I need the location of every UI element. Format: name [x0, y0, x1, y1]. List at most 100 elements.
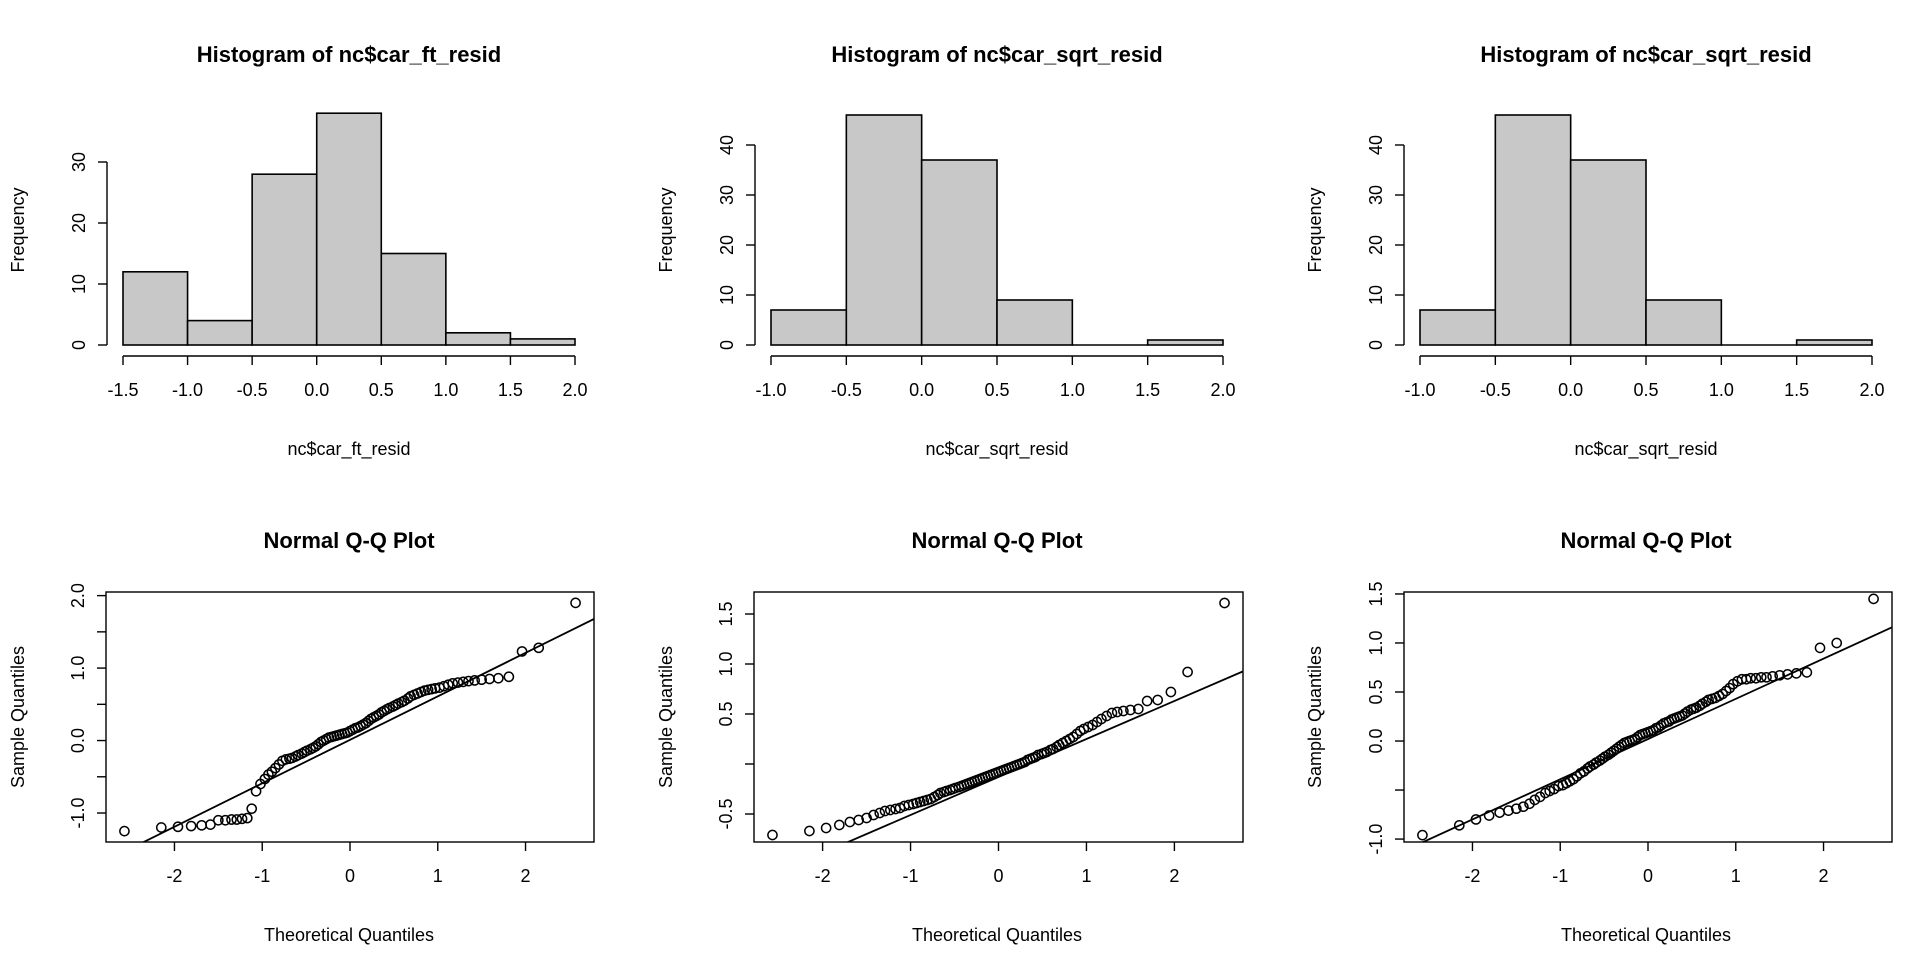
y-axis-label: Sample Quantiles	[8, 646, 28, 788]
y-tick-label: 1.0	[716, 651, 736, 676]
qq-point	[155, 822, 167, 833]
y-tick-label: 0.0	[1366, 729, 1386, 754]
x-tick-label: -2	[1464, 866, 1480, 886]
qq-point	[767, 829, 778, 841]
x-tick-label: 2.0	[1210, 380, 1235, 400]
qq-point	[1106, 707, 1118, 719]
y-tick-label: 30	[717, 185, 737, 205]
qq-plot-sqrt-resid-panel: Normal Q-Q Plot -2 -1 0 1 2 -0.5 0.5 1.0 1.5 The…	[656, 528, 1244, 945]
qq-point	[402, 693, 414, 704]
plot-area: -1.0 -0.5 0.0 0.5 1.0 1.5 2.0 0 10 20 30 40	[717, 114, 1236, 400]
qq-point	[1096, 713, 1107, 725]
histogram-bar	[122, 270, 189, 346]
qq-point	[241, 812, 253, 824]
y-axis-label: Frequency	[656, 187, 676, 272]
x-tick-label: 1	[433, 866, 443, 886]
qq-point	[1165, 686, 1177, 698]
qq-point	[1067, 731, 1079, 743]
qq-point	[266, 766, 278, 778]
qq-point	[503, 671, 515, 683]
plot-area: -2 -1 0 1 2 -1.0 0.0 0.5 1.0 1.5	[1366, 581, 1893, 886]
qq-point	[220, 814, 231, 826]
qq-point	[469, 675, 480, 686]
x-tick-label: 0.0	[909, 380, 934, 400]
qq-point	[804, 825, 815, 837]
qq-point	[1745, 672, 1757, 684]
qq-point	[1801, 667, 1813, 678]
qq-point	[1529, 794, 1541, 806]
qq-point	[172, 821, 184, 833]
y-tick-label: 1.5	[1366, 581, 1386, 606]
qq-point	[1182, 666, 1193, 678]
qq-point	[442, 679, 454, 691]
x-axis-label: Theoretical Quantiles	[264, 925, 434, 945]
panel-title: Normal Q-Q Plot	[1560, 528, 1732, 553]
y-tick-label: 10	[1366, 285, 1386, 305]
qq-point	[273, 759, 285, 770]
x-axis-label: Theoretical Quantiles	[912, 925, 1082, 945]
qq-point	[236, 813, 248, 825]
qq-plot-sqrt-resid-panel-2: Normal Q-Q Plot -2 -1 0 1 2-1.00.00.51.01.5 …	[1305, 528, 1893, 945]
x-tick-label: 1.0	[1060, 380, 1085, 400]
qq-point	[1152, 694, 1164, 706]
histogram-bar	[1494, 114, 1572, 346]
qq-point	[903, 799, 915, 811]
x-tick-label: -1	[903, 866, 919, 886]
y-axis-label: Frequency	[8, 187, 28, 272]
x-tick-label: -1.0	[1404, 380, 1435, 400]
qq-point	[1219, 597, 1230, 609]
qq-point	[1717, 688, 1728, 700]
histogram-sqrt-resid-panel-2: Histogram of nc$car_sqrt_resid -1.0 -0.5 0…	[1305, 42, 1885, 460]
qq-point	[463, 675, 474, 687]
x-tick-label: 0	[1643, 866, 1653, 886]
y-tick-label: 2.0	[68, 583, 88, 608]
qq-point	[373, 709, 385, 720]
qq-point	[313, 738, 324, 750]
histogram-bar	[509, 338, 576, 346]
plot-area: -2 -1 0 1 2 -0.5 0.5 1.0 1.5	[716, 591, 1244, 886]
x-tick-label: -1	[1552, 866, 1568, 886]
qq-point	[1750, 672, 1762, 684]
qq-point	[1571, 770, 1583, 782]
histogram-bar	[1645, 299, 1723, 346]
plot-area: -2 -1 0 1 2 -1.0 0.0 1.0 2.0	[68, 583, 595, 886]
x-tick-label: 2	[1819, 866, 1829, 886]
qq-point	[1767, 670, 1778, 682]
qq-point	[853, 814, 865, 826]
qq-point	[452, 677, 464, 688]
y-tick-label: 0.5	[1366, 679, 1386, 704]
qq-point	[1132, 703, 1144, 715]
qq-point	[270, 762, 281, 774]
histogram-bar	[845, 114, 923, 346]
qq-point	[1470, 814, 1482, 825]
qq-point	[363, 715, 374, 727]
x-axis-label: Theoretical Quantiles	[1561, 925, 1731, 945]
histogram-bar	[920, 159, 998, 346]
x-axis-label: nc$car_sqrt_resid	[1574, 439, 1717, 460]
histogram-bar	[380, 252, 447, 346]
histogram-sqrt-resid-panel: Histogram of nc$car_sqrt_resid -1.0 -0.5 0…	[656, 42, 1236, 460]
qq-point	[1030, 751, 1041, 763]
qq-point	[205, 819, 216, 830]
histogram-bar	[770, 309, 848, 346]
x-tick-label: 2	[521, 866, 531, 886]
qq-point	[868, 809, 879, 821]
qq-point	[185, 820, 197, 832]
y-tick-label: 1.0	[1366, 630, 1386, 655]
qq-point	[1518, 801, 1529, 813]
x-tick-label: 2.0	[1859, 380, 1884, 400]
y-tick-label: -0.5	[716, 798, 736, 829]
y-tick-label: 40	[717, 135, 737, 155]
y-tick-label: 30	[1366, 185, 1386, 205]
x-tick-label: 0	[345, 866, 355, 886]
plot-area: -1.0 -0.5 0.0 0.5 1.0 1.5 2.0 0 10 20 30 40	[1366, 114, 1885, 400]
qq-point	[861, 812, 872, 824]
x-axis-label: nc$car_ft_resid	[287, 439, 410, 460]
y-tick-label: 30	[69, 152, 89, 172]
qq-point	[476, 674, 488, 686]
qq-point	[1774, 669, 1786, 681]
qq-point	[884, 804, 896, 816]
qq-point	[874, 807, 886, 819]
qq-point	[1790, 668, 1802, 679]
